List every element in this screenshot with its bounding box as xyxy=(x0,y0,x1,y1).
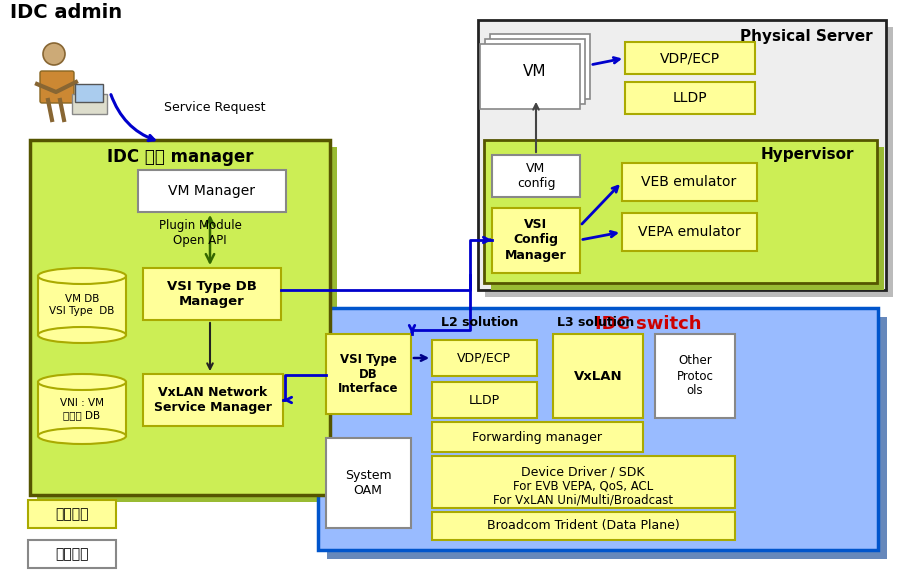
Text: IDC admin: IDC admin xyxy=(10,3,122,22)
Text: VDP/ECP: VDP/ECP xyxy=(457,351,511,365)
Bar xyxy=(138,170,286,212)
Bar xyxy=(432,340,537,376)
Bar xyxy=(38,276,126,335)
Text: LLDP: LLDP xyxy=(468,393,500,407)
Text: VM
config: VM config xyxy=(517,162,556,190)
Text: VM Manager: VM Manager xyxy=(168,184,255,198)
Bar xyxy=(38,382,126,436)
Bar xyxy=(655,334,735,418)
Text: Physical Server: Physical Server xyxy=(740,28,872,44)
Bar xyxy=(485,39,585,104)
Bar xyxy=(28,500,116,528)
Text: L2 solution: L2 solution xyxy=(441,316,519,329)
Bar xyxy=(492,155,580,197)
Text: Broadcom Trident (Data Plane): Broadcom Trident (Data Plane) xyxy=(486,520,680,532)
Text: Service Request: Service Request xyxy=(165,100,266,113)
Text: 개발영역: 개발영역 xyxy=(55,507,89,521)
Text: VM: VM xyxy=(523,63,547,78)
Text: 기존기술: 기존기술 xyxy=(55,547,89,561)
Bar xyxy=(326,334,411,414)
Bar xyxy=(478,20,886,290)
Text: IDC 통합 manager: IDC 통합 manager xyxy=(107,148,254,166)
Bar xyxy=(432,422,643,452)
Text: System
OAM: System OAM xyxy=(344,469,391,497)
Text: Other
Protoc
ols: Other Protoc ols xyxy=(677,354,714,397)
Bar xyxy=(37,147,337,502)
Bar xyxy=(485,27,893,297)
Text: VSI Type
DB
Interface: VSI Type DB Interface xyxy=(338,353,398,396)
Bar xyxy=(491,147,884,290)
Bar xyxy=(432,512,735,540)
Bar xyxy=(625,42,755,74)
Bar xyxy=(30,140,330,495)
Bar xyxy=(143,374,283,426)
Text: VDP/ECP: VDP/ECP xyxy=(660,51,720,65)
Text: VSI
Config
Manager: VSI Config Manager xyxy=(505,218,567,262)
Text: LLDP: LLDP xyxy=(672,91,708,105)
Bar xyxy=(432,382,537,418)
Bar xyxy=(143,268,281,320)
Bar xyxy=(622,213,757,251)
Bar xyxy=(432,456,735,508)
Text: IDC switch: IDC switch xyxy=(595,315,701,333)
Bar xyxy=(327,317,887,559)
Bar xyxy=(28,540,116,568)
Circle shape xyxy=(43,43,65,65)
Bar xyxy=(75,84,103,102)
Bar xyxy=(490,34,590,99)
Text: Plugin Module
Open API: Plugin Module Open API xyxy=(158,219,242,247)
Bar xyxy=(326,438,411,528)
Text: VM DB
VSI Type  DB: VM DB VSI Type DB xyxy=(49,294,115,316)
Ellipse shape xyxy=(38,327,126,343)
Text: VxLAN: VxLAN xyxy=(574,369,622,382)
Text: Forwarding manager: Forwarding manager xyxy=(472,430,602,444)
Text: Device Driver / SDK: Device Driver / SDK xyxy=(521,465,645,479)
Ellipse shape xyxy=(38,428,126,444)
Ellipse shape xyxy=(38,374,126,390)
FancyBboxPatch shape xyxy=(40,71,74,103)
Text: VSI Type DB
Manager: VSI Type DB Manager xyxy=(167,280,257,308)
Bar xyxy=(492,208,580,273)
Text: For EVB VEPA, QoS, ACL: For EVB VEPA, QoS, ACL xyxy=(512,479,654,492)
Text: VEPA emulator: VEPA emulator xyxy=(637,225,740,239)
Bar xyxy=(480,44,580,109)
Bar xyxy=(72,94,107,114)
Text: L3 solution: L3 solution xyxy=(557,316,635,329)
Bar xyxy=(553,334,643,418)
Bar xyxy=(484,140,877,283)
Text: VNI : VM
서비스 DB: VNI : VM 서비스 DB xyxy=(60,398,104,420)
Bar xyxy=(625,82,755,114)
Text: VEB emulator: VEB emulator xyxy=(641,175,736,189)
Ellipse shape xyxy=(38,268,126,284)
Text: VxLAN Network
Service Manager: VxLAN Network Service Manager xyxy=(154,386,271,414)
Text: For VxLAN Uni/Multi/Broadcast: For VxLAN Uni/Multi/Broadcast xyxy=(493,494,673,506)
Text: Hypervisor: Hypervisor xyxy=(761,146,854,161)
Bar xyxy=(622,163,757,201)
Bar xyxy=(318,308,878,550)
